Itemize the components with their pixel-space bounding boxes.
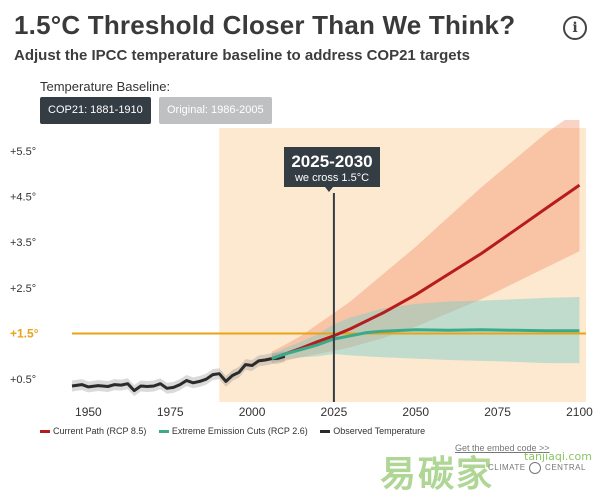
watermark-url: tanjiaqi.com xyxy=(524,450,592,463)
annotation-pointer xyxy=(325,187,333,192)
x-tick-label: 2025 xyxy=(321,405,348,419)
x-tick-label: 1975 xyxy=(157,405,184,419)
chart-subtitle: Adjust the IPCC temperature baseline to … xyxy=(14,47,470,64)
watermark-text: 易碳家 xyxy=(380,454,495,495)
series-line-extreme-emission-cuts-rcp-2-6- xyxy=(271,328,580,361)
legend-label-rcp85: Current Path (RCP 8.5) xyxy=(53,426,147,436)
legend-swatch-rcp26 xyxy=(158,430,169,434)
x-tick-label: 2000 xyxy=(239,405,266,419)
legend-item-rcp85[interactable]: Current Path (RCP 8.5) xyxy=(40,426,146,436)
y-tick-label: +5.5° xyxy=(10,146,36,158)
y-tick-label: +2.5° xyxy=(10,283,36,295)
legend-item-rcp26[interactable]: Extreme Emission Cuts (RCP 2.6) xyxy=(158,426,308,436)
y-tick-label: +3.5° xyxy=(10,237,36,249)
x-tick-label: 1950 xyxy=(75,405,102,419)
band-current-path-rcp-8-5- xyxy=(271,120,580,364)
legend-label-rcp26: Extreme Emission Cuts (RCP 2.6) xyxy=(171,426,308,436)
brand-left: CLIMATE xyxy=(488,463,526,473)
embed-code-link[interactable]: Get the embed code >> xyxy=(455,443,550,453)
legend-label-observed: Observed Temperature xyxy=(333,426,426,436)
logo-circle-icon xyxy=(529,462,542,474)
chart-legend: Current Path (RCP 8.5) Extreme Emission … xyxy=(40,426,435,436)
climate-central-logo: CLIMATE CENTRAL xyxy=(488,462,586,474)
y-tick-label: +1.5° xyxy=(10,327,39,341)
temperature-chart: +0.5° +1.5° +2.5° +3.5° +4.5° +5.5° 1950 1975 20… xyxy=(10,120,593,419)
x-tick-label: 2100 xyxy=(566,405,593,419)
baseline-label: Temperature Baseline: xyxy=(40,79,171,94)
info-icon[interactable]: i xyxy=(563,16,587,40)
chart-title: 1.5°C Threshold Closer Than We Think? xyxy=(14,10,516,40)
annotation-subtext: we cross 1.5°C xyxy=(294,172,369,184)
series-line-observed-temperature xyxy=(71,354,286,393)
y-tick-label: +4.5° xyxy=(10,192,36,204)
legend-item-observed[interactable]: Observed Temperature xyxy=(320,426,425,436)
baseline-original-button[interactable]: Original: 1986-2005 xyxy=(159,97,272,124)
baseline-cop21-button[interactable]: COP21: 1881-1910 xyxy=(40,97,151,124)
brand-right: CENTRAL xyxy=(545,463,586,473)
y-tick-label: +0.5° xyxy=(10,374,36,386)
x-tick-label: 2050 xyxy=(402,405,429,419)
legend-swatch-rcp85 xyxy=(40,430,50,434)
annotation-box xyxy=(284,147,380,187)
annotation-headline: 2025-2030 xyxy=(291,152,372,171)
legend-swatch-observed xyxy=(320,430,331,434)
x-tick-label: 2075 xyxy=(484,405,511,419)
